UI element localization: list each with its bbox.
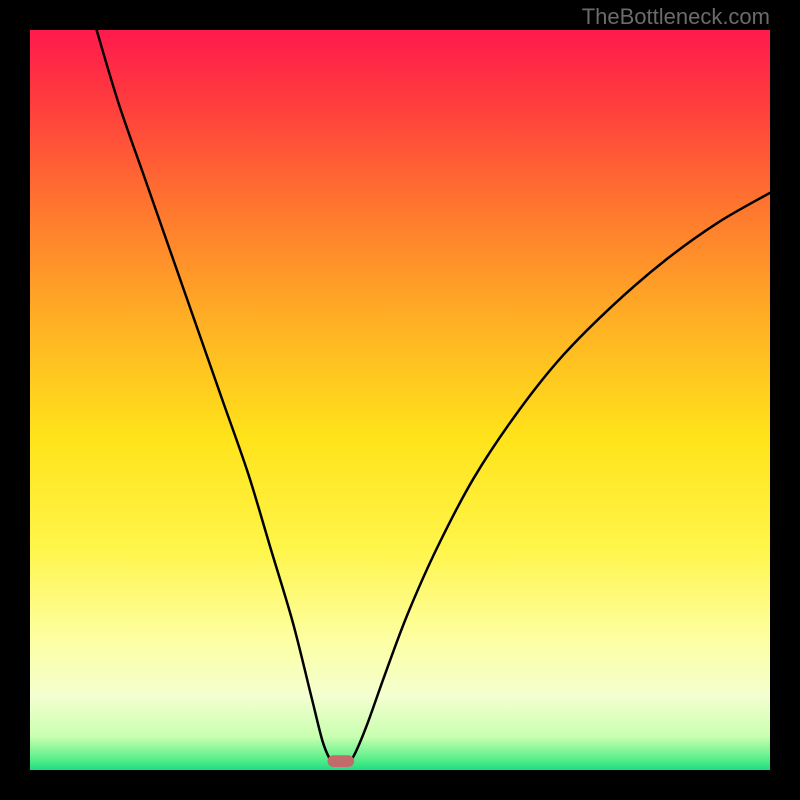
plot-area [30,30,770,770]
chart-frame: TheBottleneck.com [0,0,800,800]
bottleneck-chart [30,30,770,770]
watermark-text: TheBottleneck.com [582,4,770,30]
minimum-marker [327,755,354,767]
gradient-background [30,30,770,770]
